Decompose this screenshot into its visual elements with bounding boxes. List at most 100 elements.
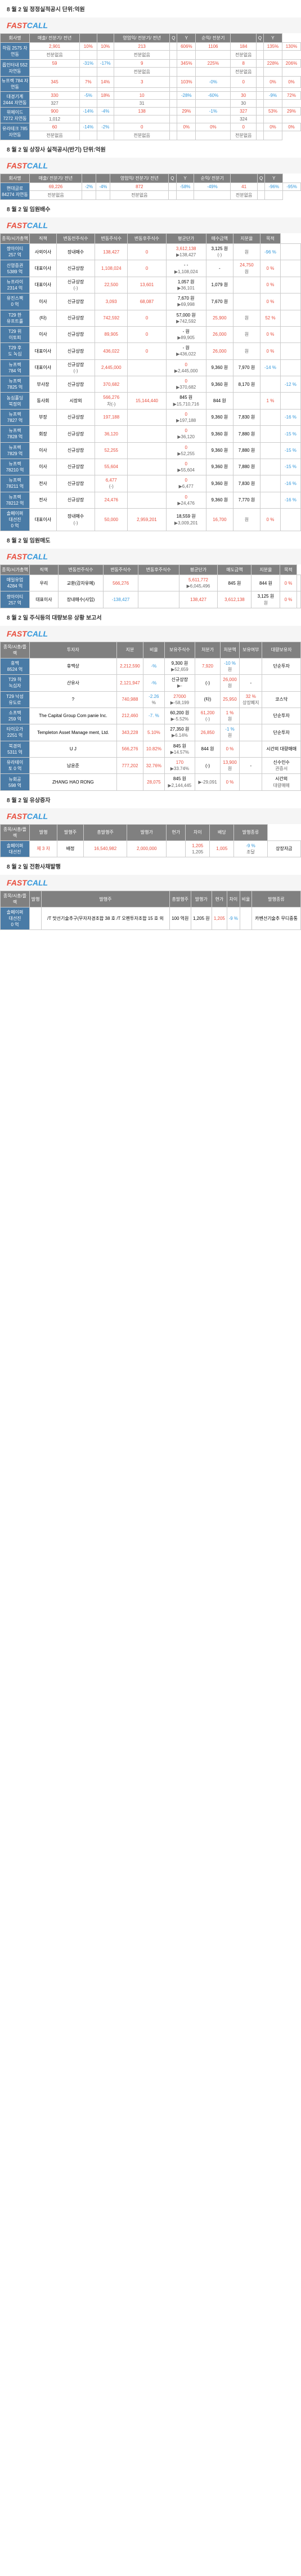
th: 총발행주 <box>83 824 127 840</box>
data-cell <box>280 326 300 342</box>
data-cell <box>128 442 166 459</box>
company-cell[interactable]: T29 후도 녹십 <box>1 343 30 359</box>
company-cell[interactable]: 위메이드 7272 자연동 <box>1 108 30 123</box>
company-cell[interactable]: 하림 2575 자연동 <box>1 43 30 60</box>
data-cell <box>264 87 282 91</box>
company-cell[interactable]: 타이오가2251 억 <box>1 724 30 741</box>
data-cell: 60 <box>30 123 80 131</box>
company-cell[interactable]: 뉴프렉7827 억 <box>1 409 30 425</box>
data-cell: 0% <box>264 123 282 131</box>
data-cell: 13,900원 <box>220 758 239 774</box>
data-cell: 130% <box>282 43 300 51</box>
data-cell: 배정 <box>57 840 84 857</box>
data-cell: 566,276 <box>104 575 138 591</box>
data-cell: 시간외 대량매매 <box>262 741 301 757</box>
logo-fast: FAST <box>7 878 27 887</box>
data-cell <box>114 115 169 123</box>
table-4: 종목/시가총액 직책 변동전주식수 변동주식수 변동후주식수 평균단가 매도금액… <box>0 564 301 608</box>
table-subrow: 3273130 <box>1 100 301 108</box>
company-cell[interactable]: 뉴프렉7828 억 <box>1 426 30 442</box>
company-cell[interactable]: 롭인터내 552 자연동 <box>1 60 30 77</box>
company-cell[interactable]: 뉴프라이2314 억 <box>1 277 30 293</box>
data-cell: 상장자금 <box>267 840 300 857</box>
logo-fast: FAST <box>7 21 27 30</box>
company-cell[interactable]: 쌍아이티257 억 <box>1 244 30 260</box>
data-cell <box>170 100 177 108</box>
company-cell[interactable]: 매일유업4284 억 <box>1 575 30 591</box>
company-cell[interactable]: 휴맥8524 억 <box>1 658 30 674</box>
company-cell[interactable]: 뉴프렉7825 억 <box>1 376 30 393</box>
data-cell: 단순투자 <box>262 658 301 674</box>
data-cell: -% <box>143 658 165 674</box>
data-cell <box>264 131 282 140</box>
company-cell[interactable]: T29 낙성유도로 <box>1 691 30 708</box>
data-cell <box>257 43 264 51</box>
data-cell: 7% <box>80 77 97 88</box>
data-cell: 53% <box>264 108 282 115</box>
table-row: 롭인터내 552 자연동59-31%-17%9345%225%8228%206% <box>1 60 301 68</box>
company-cell[interactable]: 솔페이퍼대선진0 억 <box>1 509 30 531</box>
data-cell <box>280 244 300 260</box>
section-1-title: 8 월 2 일 정정실적공시 단위:억원 <box>0 0 301 17</box>
data-cell <box>128 376 166 393</box>
data-cell: 0▶52,255 <box>166 442 206 459</box>
th: 매출/ 전분기/ 전년 <box>30 174 82 183</box>
data-cell: 원 <box>233 310 260 326</box>
company-cell[interactable]: 소프텍259 억 <box>1 708 30 724</box>
company-cell[interactable]: T29 하녹십자 <box>1 675 30 691</box>
th: 변동전주식수 <box>56 234 95 244</box>
data-cell: 30 <box>231 92 257 100</box>
logo-call: CALL <box>27 812 48 821</box>
company-cell[interactable]: T29 위이토피 <box>1 326 30 342</box>
th: 종목/시가총액 <box>1 234 30 244</box>
data-cell <box>280 310 300 326</box>
data-cell: 72% <box>282 92 300 100</box>
company-cell[interactable]: 뉴프렉7829 억 <box>1 442 30 459</box>
data-cell: 7,830 원 <box>233 475 260 492</box>
company-cell[interactable]: 농심홀딩북정의 <box>1 393 30 409</box>
table-row: 솔페이퍼대선진0 억/T 맛선기술추구(무자자경조합 38 호 /T 오펜투자조… <box>1 907 301 930</box>
data-cell <box>260 376 280 393</box>
data-cell: -7. % <box>143 708 165 724</box>
company-cell[interactable]: 뉴회공598 억 <box>1 774 30 790</box>
company-cell[interactable]: 유라테이토 0 억 <box>1 758 30 774</box>
table-header-row: 종목/시총/플렉 발행 발행주 총발행주 발행가 현가 차이 배당 발행종류 <box>1 824 301 840</box>
company-cell[interactable]: 쌍아이티257 억 <box>1 591 30 608</box>
data-cell: -16 % <box>280 409 300 425</box>
company-cell[interactable]: 뉴프렉78211 억 <box>1 475 30 492</box>
company-cell[interactable]: 뉴프렉78210 억 <box>1 459 30 475</box>
th: 변동후주식수 <box>138 565 179 575</box>
company-cell[interactable]: 현대글로 84274 자연동 <box>1 183 30 200</box>
data-cell: 7,880 원 <box>233 459 260 475</box>
table-row: 뉴프렉7825 억부사장신규상장370,6820▶370,6829,360 원8… <box>1 376 301 393</box>
data-cell <box>128 426 166 442</box>
data-cell: 신규상장 <box>56 442 95 459</box>
data-cell <box>80 68 97 77</box>
table-6: 종목/시총/플렉 발행 발행주 총발행주 발행가 현가 차이 배당 발행종류 솔… <box>0 824 301 857</box>
data-cell: 845 원▶15,710,716 <box>166 393 206 409</box>
data-cell: 장내매수 <box>56 244 95 260</box>
data-cell <box>257 131 264 140</box>
th: 변동후주식수 <box>128 234 166 244</box>
company-cell[interactable]: 유라테크 785 자연동 <box>1 123 30 140</box>
company-cell[interactable]: 대경기계 2444 자연동 <box>1 92 30 108</box>
data-cell <box>233 393 260 409</box>
table-row: 뉴프렉7829 억이사신규상장52,2550▶52,2559,360 원7,88… <box>1 442 301 459</box>
data-cell: 41 <box>231 183 258 191</box>
company-cell[interactable]: T29 한유프트홀 <box>1 310 30 326</box>
company-cell[interactable]: 북경의5311 억 <box>1 741 30 757</box>
company-cell[interactable]: 뉴프렉784 억 <box>1 359 30 376</box>
data-cell: 신규상장(-) <box>56 359 95 376</box>
company-cell[interactable]: 솔페이퍼대선진0 억 <box>1 907 30 930</box>
data-cell <box>170 131 177 140</box>
company-cell[interactable]: 솔페이퍼대선진 <box>1 840 30 857</box>
company-cell[interactable]: 신영증권5389 억 <box>1 260 30 277</box>
company-cell[interactable]: 뉴프렉 784 자연동 <box>1 77 30 92</box>
company-cell[interactable]: 뉴프렉78212 억 <box>1 492 30 508</box>
logo-fast: FAST <box>7 812 27 821</box>
data-cell: 전분없음 <box>231 51 257 60</box>
data-cell <box>233 277 260 293</box>
logo-call: CALL <box>27 552 48 561</box>
data-cell: 15,144,440 <box>128 393 166 409</box>
company-cell[interactable]: 유진스팩0 억 <box>1 293 30 310</box>
